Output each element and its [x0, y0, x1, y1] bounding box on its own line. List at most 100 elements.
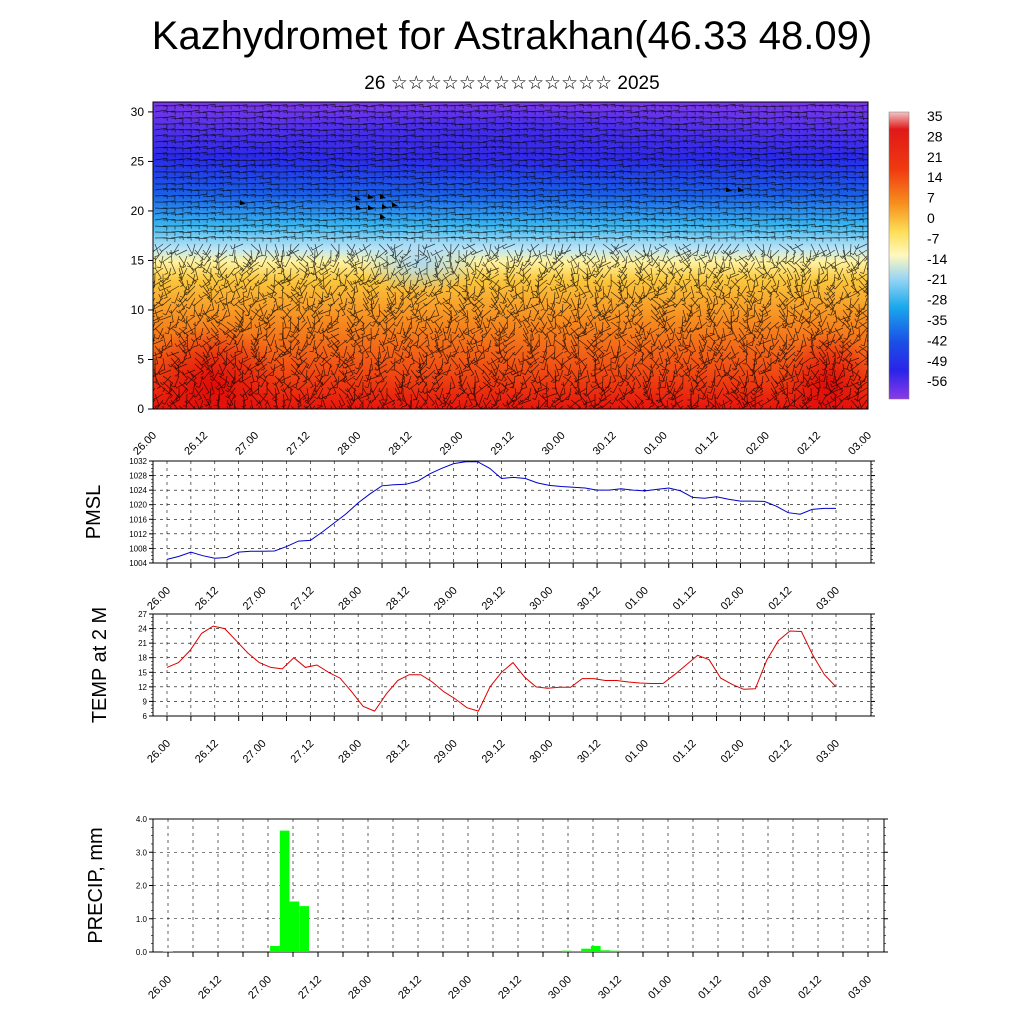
precip-bar: [610, 950, 621, 952]
colorbar-label: 7: [927, 190, 935, 206]
precip-bar: [279, 830, 290, 952]
wind-flag: [380, 194, 386, 199]
temp-y-tick-label: 27: [138, 610, 147, 619]
wind-flag: [738, 187, 744, 192]
precip-bar: [561, 950, 572, 952]
temp-y-tick-label: 18: [138, 654, 147, 663]
pmsl-x-tick-label: 29.12: [480, 585, 508, 613]
colorbar-label: -21: [927, 271, 947, 287]
heatmap-x-tick-label: 27.00: [233, 430, 261, 458]
precip-x-tick-label: 30.00: [546, 974, 574, 1002]
precip-x-tick-label: 29.12: [496, 974, 524, 1002]
chart-title: Kazhydromet for Astrakhan(46.33 48.09): [151, 14, 873, 58]
pmsl-y-tick-label: 1016: [129, 515, 147, 524]
precip-x-tick-label: 30.12: [596, 974, 624, 1002]
precip-x-tick-label: 28.12: [396, 974, 424, 1002]
chart-subtitle: 26 ☆☆☆☆☆☆☆☆☆☆☆☆☆ 2025: [364, 73, 660, 94]
temp-x-tick-label: 30.12: [575, 738, 603, 766]
temp-x-tick-label: 29.12: [480, 738, 508, 766]
temp-x-tick-label: 26.12: [193, 738, 221, 766]
pmsl-y-tick-label: 1024: [129, 486, 147, 495]
temp-y-tick-label: 6: [143, 712, 148, 721]
pmsl-x-tick-label: 02.00: [719, 585, 747, 613]
heatmap-y-tick-label: 0: [137, 402, 144, 416]
heatmap-y-tick-label: 30: [131, 105, 145, 119]
temp-x-tick-label: 01.12: [671, 738, 699, 766]
precip-x-tick-label: 27.00: [246, 974, 274, 1002]
precip-x-tick-label: 26.12: [196, 974, 224, 1002]
temp-x-tick-label: 30.00: [527, 738, 555, 766]
cool-intrusion: [360, 232, 480, 292]
heatmap-x-tick-label: 01.12: [693, 430, 721, 458]
temp-y-tick-label: 9: [143, 697, 148, 706]
pmsl-x-tick-label: 30.00: [527, 585, 555, 613]
temp-y-tick-label: 24: [138, 625, 147, 634]
heatmap-x-tick-label: 02.00: [744, 430, 772, 458]
precip-bar: [270, 946, 280, 952]
precip-y-tick-label: 1.0: [136, 915, 148, 924]
temp-x-tick-label: 03.00: [814, 738, 842, 766]
heatmap-y-tick-label: 15: [131, 253, 145, 267]
wind-flag: [392, 202, 398, 207]
pmsl-y-tick-label: 1020: [129, 501, 147, 510]
precip-y-tick-label: 4.0: [136, 815, 148, 824]
pmsl-y-tick-label: 1028: [129, 472, 147, 481]
pmsl-y-tick-label: 1008: [129, 544, 147, 553]
heatmap-x-tick-label: 03.00: [846, 430, 874, 458]
heatmap-x-tick-label: 29.12: [489, 430, 517, 458]
temp-x-tick-label: 28.12: [384, 738, 412, 766]
wind-flag: [368, 205, 374, 210]
colorbar-label: 21: [927, 149, 943, 165]
heatmap-x-tick-label: 28.00: [335, 430, 363, 458]
colorbar-label: -28: [927, 292, 947, 308]
heatmap-x-tick-label: 29.00: [438, 430, 466, 458]
colorbar-label: -35: [927, 312, 947, 328]
heatmap-x-tick-label: 30.00: [540, 430, 568, 458]
temp-x-tick-label: 26.00: [145, 738, 173, 766]
cold-core: [240, 105, 760, 175]
temperature-cross-section: 0 5 10 15 20 25 30 26.00 26.12 27.00 27.12 28.00 28…: [131, 101, 874, 458]
colorbar-label: -14: [927, 251, 947, 267]
wind-flag: [382, 204, 388, 209]
precip-y-tick-label: 0.0: [136, 948, 148, 957]
temp-x-tick-label: 02.12: [766, 738, 794, 766]
precip-bar: [289, 901, 300, 952]
heatmap-x-tick-label: 30.12: [591, 430, 619, 458]
precip-x-tick-label: 03.00: [846, 974, 874, 1002]
colorbar-label: -42: [927, 332, 947, 348]
pmsl-x-tick-label: 01.00: [623, 585, 651, 613]
heatmap-x-tick-label: 26.12: [182, 430, 210, 458]
wind-flag: [356, 205, 362, 210]
precip-bar: [163, 951, 173, 952]
temp-x-tick-label: 28.00: [336, 738, 364, 766]
precip-x-tick-label: 28.00: [346, 974, 374, 1002]
temp-frame: [152, 613, 872, 717]
precip-x-tick-label: 27.12: [296, 974, 324, 1002]
pmsl-y-tick-label: 1032: [129, 457, 147, 466]
pmsl-x-tick-label: 26.00: [145, 585, 173, 613]
heatmap-y-tick-label: 5: [137, 352, 144, 366]
precip-x-tick-label: 02.00: [746, 974, 774, 1002]
temp-x-tick-label: 01.00: [623, 738, 651, 766]
heatmap-x-tick-label: 02.12: [795, 430, 823, 458]
pmsl-x-tick-label: 30.12: [575, 585, 603, 613]
temp-y-tick-label: 12: [138, 683, 147, 692]
pmsl-x-tick-label: 02.12: [766, 585, 794, 613]
heatmap-y-axis: 0 5 10 15 20 25 30: [131, 105, 153, 416]
precip-bar: [299, 906, 309, 952]
precip-bar: [590, 946, 601, 952]
pmsl-x-tick-label: 28.00: [336, 585, 364, 613]
pmsl-chart: 1004 1008 1012 1016 1020 1024 1028 1032 PMSL 26.0…: [83, 457, 875, 613]
colorbar-label: -56: [927, 373, 947, 389]
pmsl-x-tick-label: 26.12: [193, 585, 221, 613]
colorbar: 35 28 21 14 7 0 -7 -14 -21 -28 -35 -42 -49 -56: [888, 108, 947, 400]
precip-x-tick-label: 01.00: [646, 974, 674, 1002]
temp-x-tick-label: 02.00: [719, 738, 747, 766]
pmsl-y-tick-label: 1004: [129, 559, 147, 568]
pmsl-frame: [152, 460, 872, 564]
heatmap-x-tick-label: 26.00: [131, 430, 159, 458]
temp-y-label: TEMP at 2 M: [89, 607, 111, 723]
pmsl-x-tick-label: 28.12: [384, 585, 412, 613]
heatmap-y-tick-label: 20: [131, 204, 145, 218]
